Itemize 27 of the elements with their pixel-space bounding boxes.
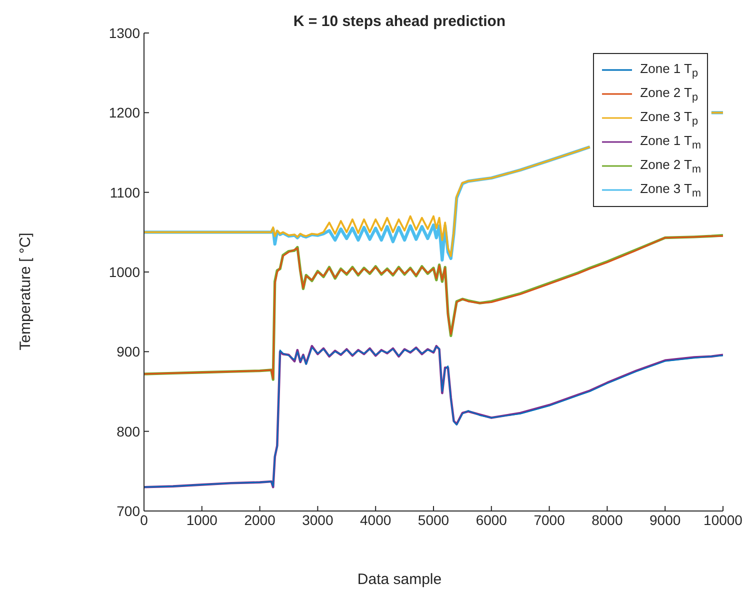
y-tick-label: 900 (116, 344, 140, 360)
legend-label: Zone 1 T$_{m}$ (640, 132, 701, 152)
x-axis-title: Data sample (357, 571, 442, 588)
legend-label: Zone 2 T$_{p}$ (640, 84, 698, 104)
x-tick-label: 2000 (244, 512, 276, 528)
x-tick-label: 9000 (650, 512, 681, 528)
legend-label: Zone 1 T$_{p}$ (640, 60, 698, 80)
x-tick-label: 6000 (476, 512, 508, 528)
legend-label: Zone 2 T$_{m}$ (640, 156, 701, 176)
y-tick-label: 800 (116, 423, 140, 440)
x-tick-label: 10000 (704, 512, 743, 528)
y-tick-label: 700 (116, 502, 140, 519)
chart-title: K = 10 steps ahead prediction (293, 13, 506, 30)
y-tick-label: 1100 (110, 184, 140, 200)
y-tick-label: 1200 (108, 104, 140, 121)
x-tick-label: 3000 (302, 512, 334, 528)
y-axis-title: Temperature [ °C] (17, 232, 34, 350)
x-tick-label: 4000 (360, 512, 392, 528)
y-tick-label: 1000 (108, 264, 140, 280)
y-tick-label: 1300 (108, 24, 140, 41)
x-tick-label: 1000 (186, 512, 218, 528)
x-tick-label: 7000 (534, 512, 566, 528)
x-tick-label: 5000 (418, 512, 450, 528)
x-tick-label: 0 (140, 512, 148, 528)
legend-label: Zone 3 T$_{m}$ (640, 180, 701, 200)
legend-label: Zone 3 T$_{p}$ (640, 108, 698, 128)
x-tick-label: 8000 (592, 512, 623, 528)
